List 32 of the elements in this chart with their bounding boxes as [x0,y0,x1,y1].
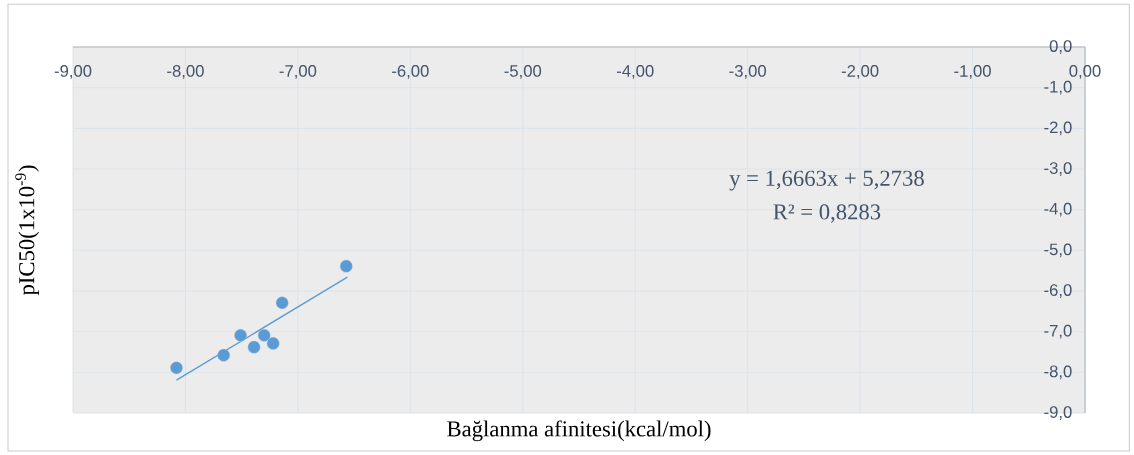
x-tick-label: -5,00 [504,65,542,79]
y-tick-label: -4,0 [1044,202,1072,217]
x-tick-label: -1,00 [954,65,991,79]
y-tick-label: -1,0 [1044,80,1072,95]
x-tick-label: -2,00 [841,65,879,79]
y-axis-title: pIC50(1x10$^{-9}$) [15,165,39,296]
x-tick-label: -3,00 [729,65,766,79]
x-tick-label: -8,00 [167,65,204,79]
y-tick-label: -6,0 [1044,284,1072,298]
y-tick-label: -3,0 [1044,162,1072,176]
y-tick-label: 0,0 [1049,40,1072,54]
point [266,337,280,350]
point [170,361,183,375]
y-tick-label: -9,0 [1044,406,1072,420]
point [339,259,353,273]
point [257,328,271,342]
point [247,340,261,354]
x-tick-label: -9,00 [54,65,92,79]
x-tick-label: -7,00 [279,65,317,79]
point [234,328,247,342]
x-tick-label: -6,00 [392,65,429,79]
point [217,348,231,362]
x-axis-title: Bağlanma afinitesi(kcal/mol) [447,420,711,442]
y-tick-label: -8,0 [1044,365,1072,380]
y-tick-label: -2,0 [1044,121,1072,136]
y-tick-label: -5,0 [1044,243,1072,258]
annotation: y = 1,6663x + 5,2738 [729,170,924,191]
y-tick-label: -7,0 [1044,324,1072,339]
x-tick-label: 0,00 [1069,65,1101,79]
x-tick-label: -4,00 [616,65,654,79]
annotation: R² = 0,8283 [773,204,881,223]
point [275,296,289,310]
